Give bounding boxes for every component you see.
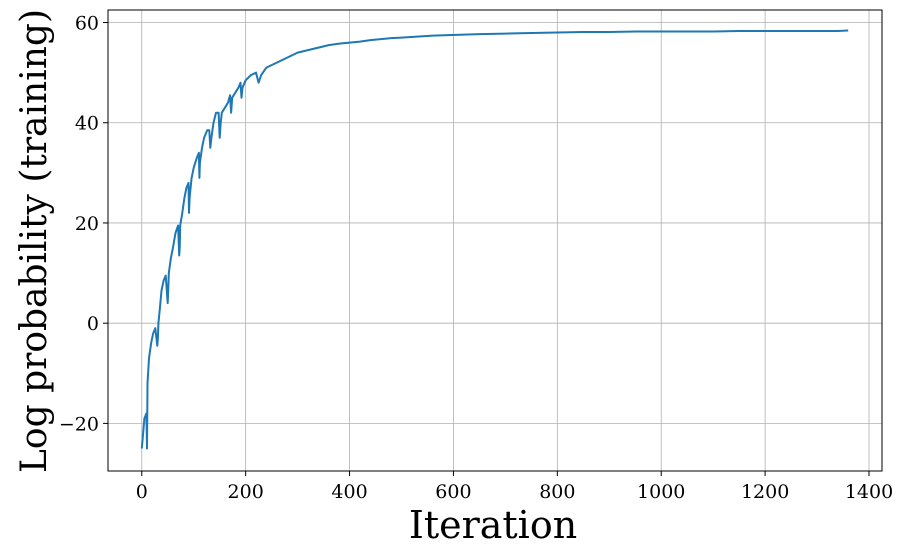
y-tick-labels: −20 0 20 40 60 [59, 13, 99, 436]
grid [108, 10, 882, 471]
x-tick-label: 800 [539, 481, 575, 503]
tick-marks [103, 22, 870, 476]
y-tick-label: −20 [59, 413, 99, 435]
x-tick-label: 0 [136, 481, 148, 503]
plot-frame [107, 9, 883, 472]
x-axis-label: Iteration [409, 503, 577, 547]
y-tick-label: 0 [87, 313, 99, 335]
y-tick-label: 20 [75, 213, 99, 235]
y-axis-label: Log probability (training) [14, 9, 55, 473]
x-tick-label: 1200 [741, 481, 789, 503]
x-tick-label: 400 [331, 481, 367, 503]
x-tick-label: 1400 [845, 481, 893, 503]
y-tick-label: 40 [75, 113, 99, 135]
x-tick-label: 600 [435, 481, 471, 503]
y-tick-label: 60 [75, 13, 99, 35]
x-tick-label: 1000 [637, 481, 685, 503]
x-tick-labels: 0 200 400 600 800 1000 1200 1400 [136, 481, 893, 503]
series-line-0 [140, 29, 849, 450]
series-layer [140, 29, 849, 450]
x-tick-label: 200 [228, 481, 264, 503]
